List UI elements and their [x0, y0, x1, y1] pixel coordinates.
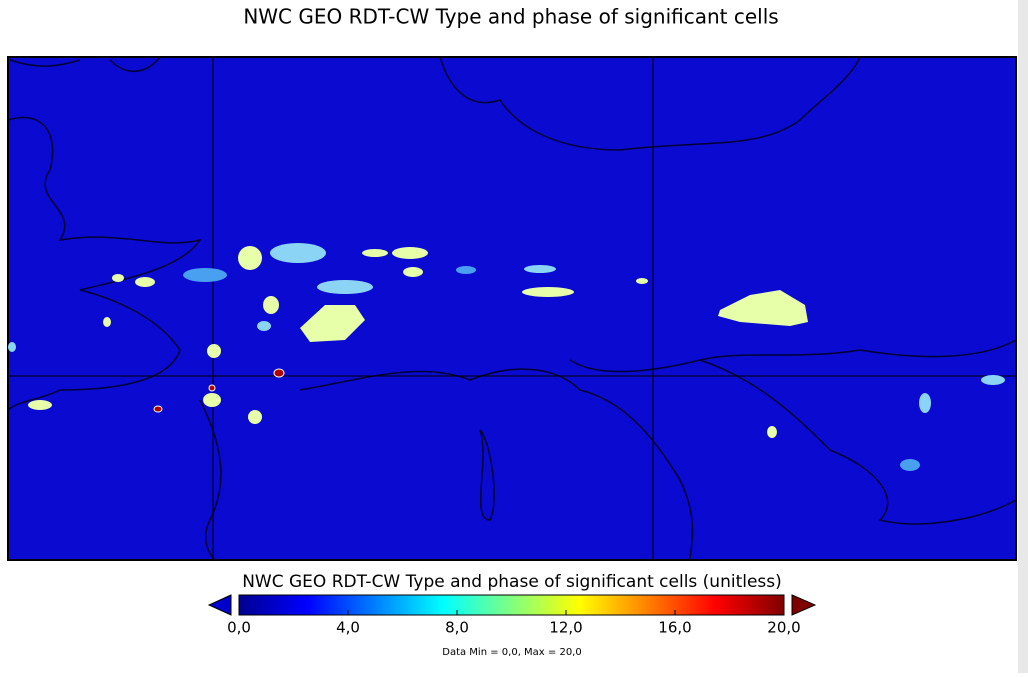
title: NWC GEO RDT-CW Type and phase of signifi…: [243, 5, 778, 29]
tick-label: 20,0: [767, 619, 800, 637]
tick-label: 4,0: [336, 619, 360, 637]
over-arrow: [791, 594, 817, 616]
map: [7, 56, 1017, 561]
tick-label: 8,0: [445, 619, 469, 637]
tick-label: 0,0: [227, 619, 251, 637]
colorbar: 0,0 4,0 8,0 12,0 16,0 20,0: [207, 594, 817, 637]
tick-label: 16,0: [658, 619, 691, 637]
under-arrow: [207, 594, 232, 616]
colorbar-bar: [238, 594, 785, 616]
colorbar-label: NWC GEO RDT-CW Type and phase of signifi…: [242, 572, 782, 592]
data-range-note: Data Min = 0,0, Max = 20,0: [442, 647, 581, 658]
tick-label: 12,0: [549, 619, 582, 637]
scrollbar: [1018, 0, 1028, 673]
